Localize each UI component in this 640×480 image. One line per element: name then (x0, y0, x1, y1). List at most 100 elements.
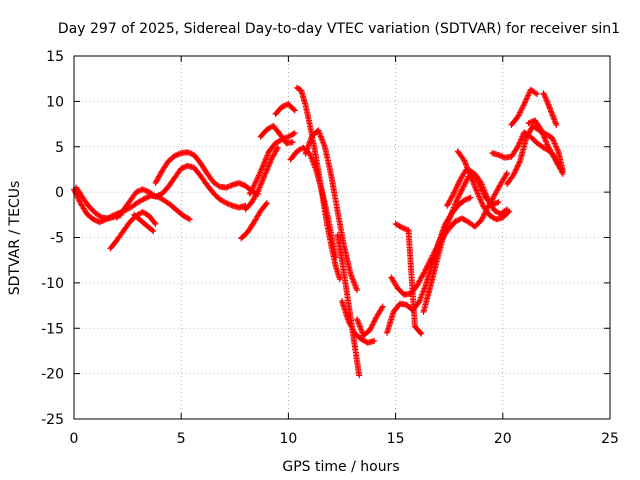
data-point (349, 272, 352, 275)
data-point (192, 166, 196, 169)
data-point (535, 141, 539, 145)
data-point (192, 153, 196, 157)
series-arc17 (354, 303, 386, 339)
data-point (261, 165, 264, 168)
data-point (480, 219, 483, 222)
data-point (402, 293, 406, 296)
data-point (454, 201, 457, 205)
series-markers (540, 90, 560, 128)
data-point (441, 236, 444, 239)
data-point (285, 141, 288, 145)
data-point (79, 201, 82, 205)
data-point (336, 210, 339, 214)
data-point (175, 209, 179, 212)
y-tick-label: -20 (41, 367, 64, 383)
data-point (293, 109, 297, 112)
data-point (257, 189, 260, 192)
data-point (325, 222, 329, 226)
x-tick-label: 25 (601, 431, 619, 447)
data-point (244, 184, 247, 187)
data-point (559, 168, 562, 171)
x-tick-label: 15 (387, 431, 405, 447)
series-markers (242, 144, 281, 213)
data-point (392, 310, 395, 314)
data-point (246, 230, 249, 234)
data-point (255, 180, 258, 183)
data-point (291, 141, 294, 144)
data-point (540, 129, 543, 132)
data-point (274, 112, 277, 116)
x-axis-label: GPS time / hours (282, 459, 399, 475)
data-point (512, 173, 515, 177)
data-point (478, 182, 481, 186)
data-point (542, 92, 545, 95)
data-point (100, 216, 104, 219)
data-point (115, 239, 119, 242)
data-point (407, 229, 410, 232)
data-point (259, 209, 262, 213)
data-point (330, 174, 333, 177)
series-arc22 (433, 170, 511, 255)
data-point (321, 196, 324, 199)
data-point (420, 332, 423, 335)
y-tick-label: -25 (41, 412, 64, 428)
data-point (132, 213, 136, 217)
data-point (422, 310, 425, 314)
data-point (122, 229, 125, 233)
series-arc10 (257, 122, 296, 147)
series-arc8 (242, 144, 281, 213)
data-point (497, 153, 500, 157)
series-arc7 (238, 200, 270, 242)
data-point (338, 278, 342, 281)
data-point (445, 204, 449, 207)
data-point (98, 220, 101, 224)
data-point (244, 208, 247, 211)
y-tick-label: 15 (46, 49, 64, 65)
data-point (287, 135, 290, 138)
data-point (366, 341, 369, 344)
data-point (428, 287, 432, 290)
data-point (154, 181, 157, 185)
data-point (553, 156, 556, 159)
data-point (516, 115, 520, 119)
data-point (460, 188, 464, 191)
series-arc29 (540, 90, 560, 128)
data-point (493, 194, 496, 197)
data-point (428, 259, 432, 263)
data-point (357, 374, 361, 377)
data-point (218, 185, 221, 188)
data-point (310, 134, 314, 138)
data-point (295, 150, 299, 153)
data-point (272, 124, 275, 128)
data-point (308, 152, 312, 156)
data-point (169, 203, 172, 207)
data-point (340, 299, 344, 303)
data-point (523, 102, 526, 106)
data-points (71, 84, 566, 379)
series-arc28 (525, 117, 564, 173)
data-point (248, 192, 252, 196)
data-point (505, 171, 509, 175)
data-point (417, 300, 421, 304)
data-point (490, 203, 494, 207)
data-point (122, 209, 125, 212)
data-point (362, 334, 365, 337)
series-arc11 (272, 101, 298, 118)
data-point (490, 151, 494, 155)
data-point (259, 135, 262, 138)
y-tick-label: -15 (41, 321, 64, 337)
data-point (143, 197, 146, 200)
x-tick-label: 0 (70, 431, 79, 447)
x-tick-label: 20 (494, 431, 512, 447)
data-point (199, 174, 202, 177)
data-point (424, 284, 427, 287)
data-point (265, 128, 269, 131)
data-point (527, 121, 530, 125)
data-point (422, 272, 425, 275)
data-point (336, 233, 339, 236)
data-point (555, 123, 558, 127)
data-point (212, 191, 215, 195)
data-point (128, 200, 131, 203)
data-point (134, 190, 138, 194)
